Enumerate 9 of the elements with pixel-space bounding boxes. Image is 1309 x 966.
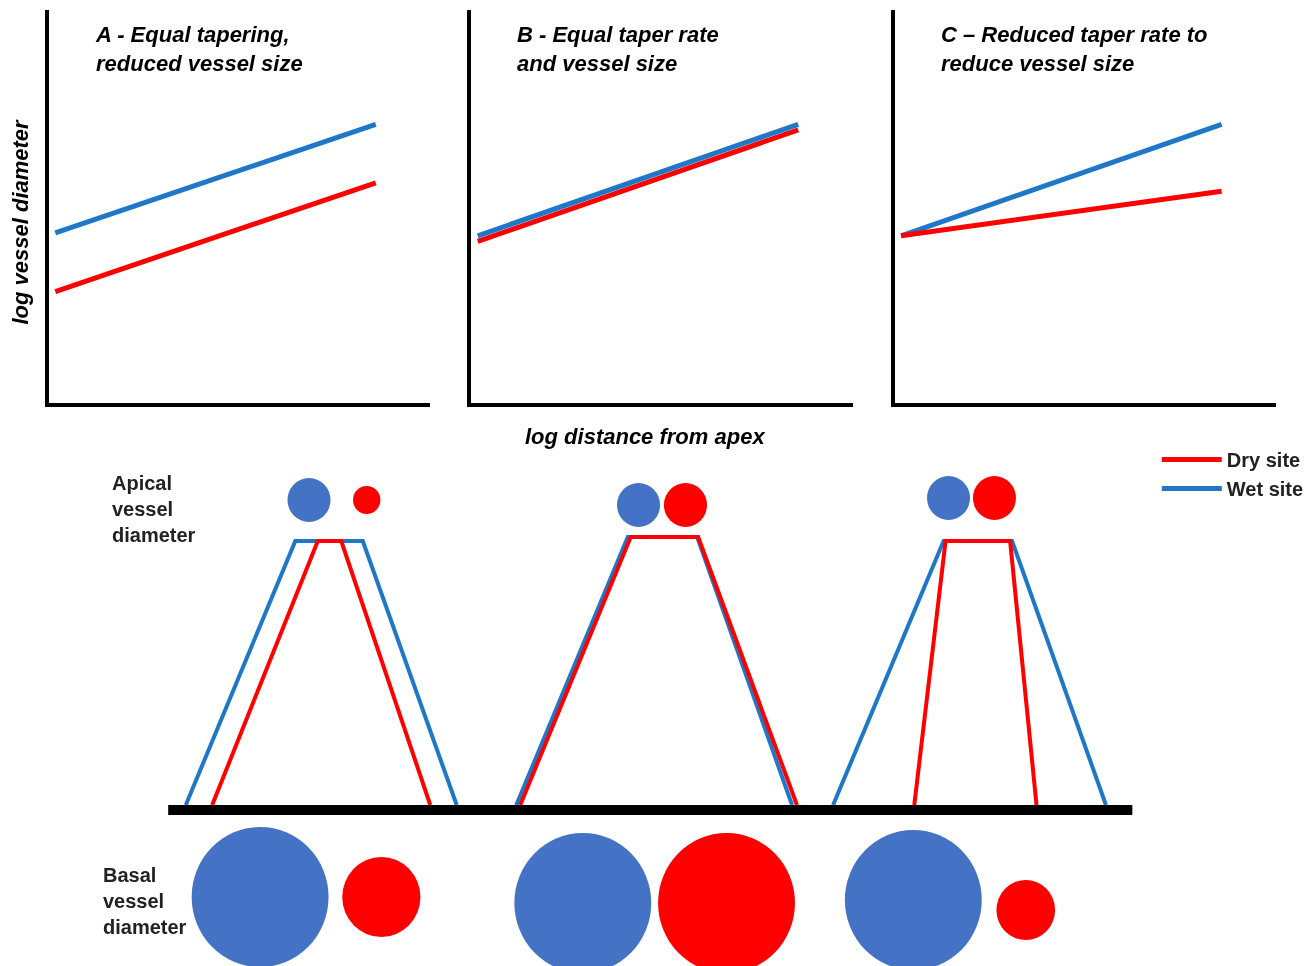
chart-title: A - Equal tapering, reduced vessel size [95,22,303,76]
x-axis-title: log distance from apex [525,424,766,449]
text: Apical vessel diameter [112,472,196,546]
y-axis-title: log vessel diameter [7,118,33,325]
chart-title: C – Reduced taper rate to reduce vessel size [941,22,1208,76]
chart-title: B - Equal taper rate and vessel size [517,22,719,76]
legend-label: Wet site [1226,478,1304,501]
text: Basal vessel diameter [103,864,187,938]
legend-label: Dry site [1226,449,1301,472]
